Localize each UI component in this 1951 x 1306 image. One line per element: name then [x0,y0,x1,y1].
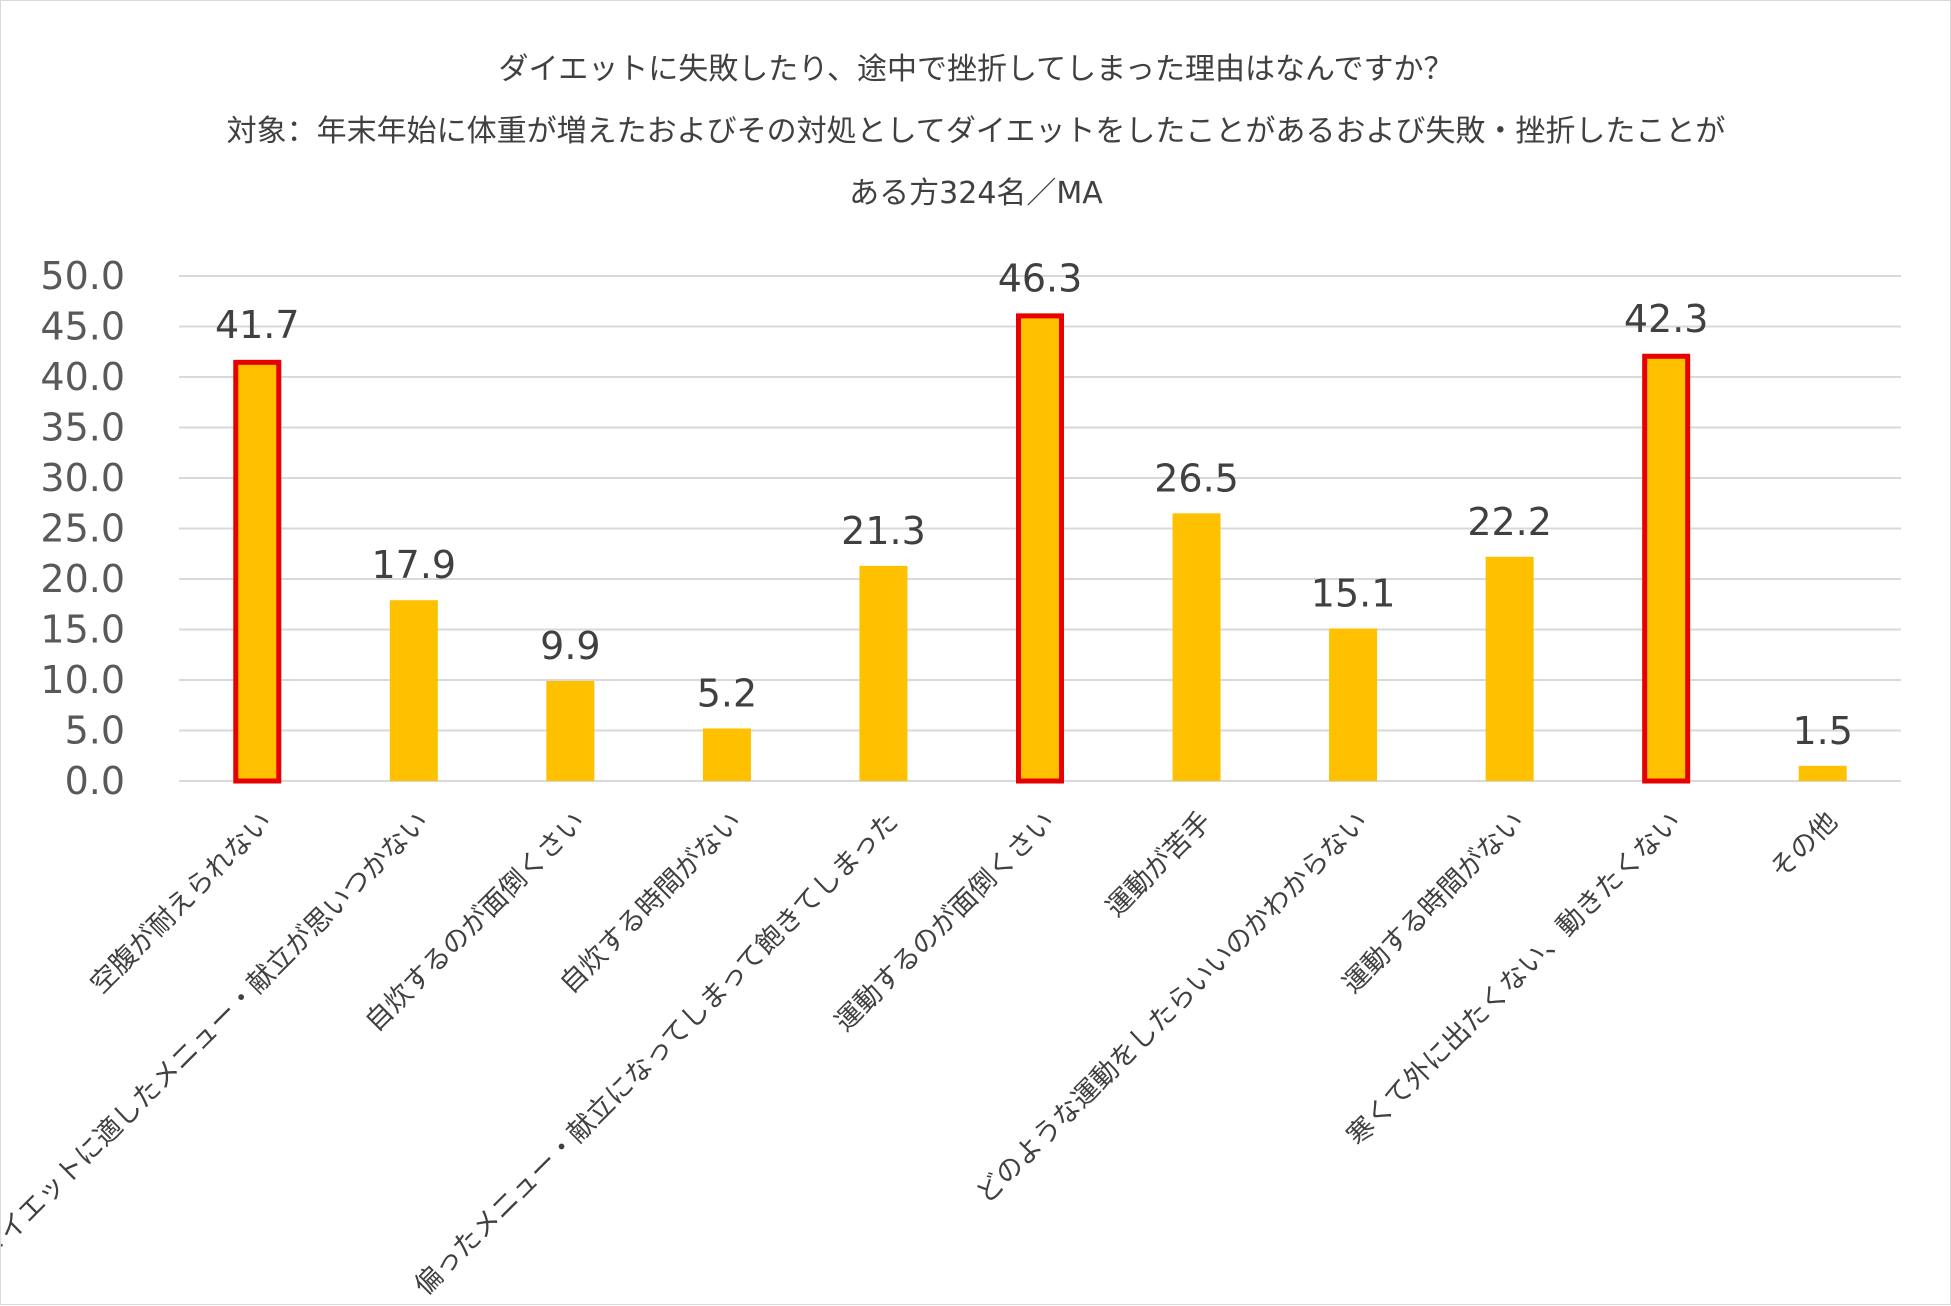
y-tick-label: 20.0 [40,557,125,601]
x-category-label: 運動が苦手 [1100,806,1217,923]
y-tick-label: 0.0 [65,759,125,803]
chart-title-line-1: ダイエットに失敗したり、途中で挫折してしまった理由はなんですか？ [499,52,1454,87]
data-label: 41.7 [215,303,300,347]
y-tick-label: 50.0 [40,254,125,298]
data-label: 17.9 [372,543,457,587]
data-label: 15.1 [1311,571,1396,615]
x-category-label: 寒くて外に出たくない、動きたくない [1341,806,1687,1152]
y-tick-label: 45.0 [40,305,125,349]
x-category-label: その他 [1764,806,1843,885]
y-tick-label: 40.0 [40,355,125,399]
bar [1172,513,1221,781]
y-tick-label: 15.0 [40,608,125,652]
bar-highlighted [1642,353,1691,784]
data-labels: 41.7 17.9 9.9 5.2 21.3 46.3 26.5 15.1 22.2 42.3 1.… [215,256,1853,752]
data-label: 5.2 [697,671,757,715]
data-label: 42.3 [1624,297,1709,341]
y-tick-label: 35.0 [40,406,125,450]
data-label: 9.9 [540,624,600,668]
data-label: 22.2 [1467,500,1552,544]
bar-highlighted [233,359,282,784]
bar [702,728,751,781]
bar [389,600,438,781]
y-tick-label: 25.0 [40,507,125,551]
bar [1485,556,1534,781]
bar [546,681,595,781]
bar [1329,628,1378,781]
chart-title-line-3: ある方324名／MA [849,176,1103,211]
y-tick-label: 10.0 [40,658,125,702]
data-label: 26.5 [1154,456,1239,500]
bar-highlighted [1016,313,1064,784]
y-tick-label: 5.0 [65,709,125,753]
bar [859,565,908,781]
chart-title: ダイエットに失敗したり、途中で挫折してしまった理由はなんですか？ 対象：年末年始… [227,52,1726,211]
data-label: 1.5 [1793,709,1853,753]
chart-title-line-2: 対象：年末年始に体重が増えたおよびその対処としてダイエットをしたことがあるおよび… [227,114,1726,149]
bars [233,313,1847,784]
data-label: 46.3 [998,256,1083,300]
x-axis-category-labels: 空腹が耐えられないダイエットに適したメニュー・献立が思いつかない自炊するのが面倒… [1,806,1844,1302]
y-tick-label: 30.0 [40,456,125,500]
y-axis-tick-labels: 0.0 5.0 10.0 15.0 20.0 25.0 30.0 35.0 40.0 45.0 50… [40,254,125,803]
bar [1798,765,1847,781]
data-label: 21.3 [841,509,926,553]
